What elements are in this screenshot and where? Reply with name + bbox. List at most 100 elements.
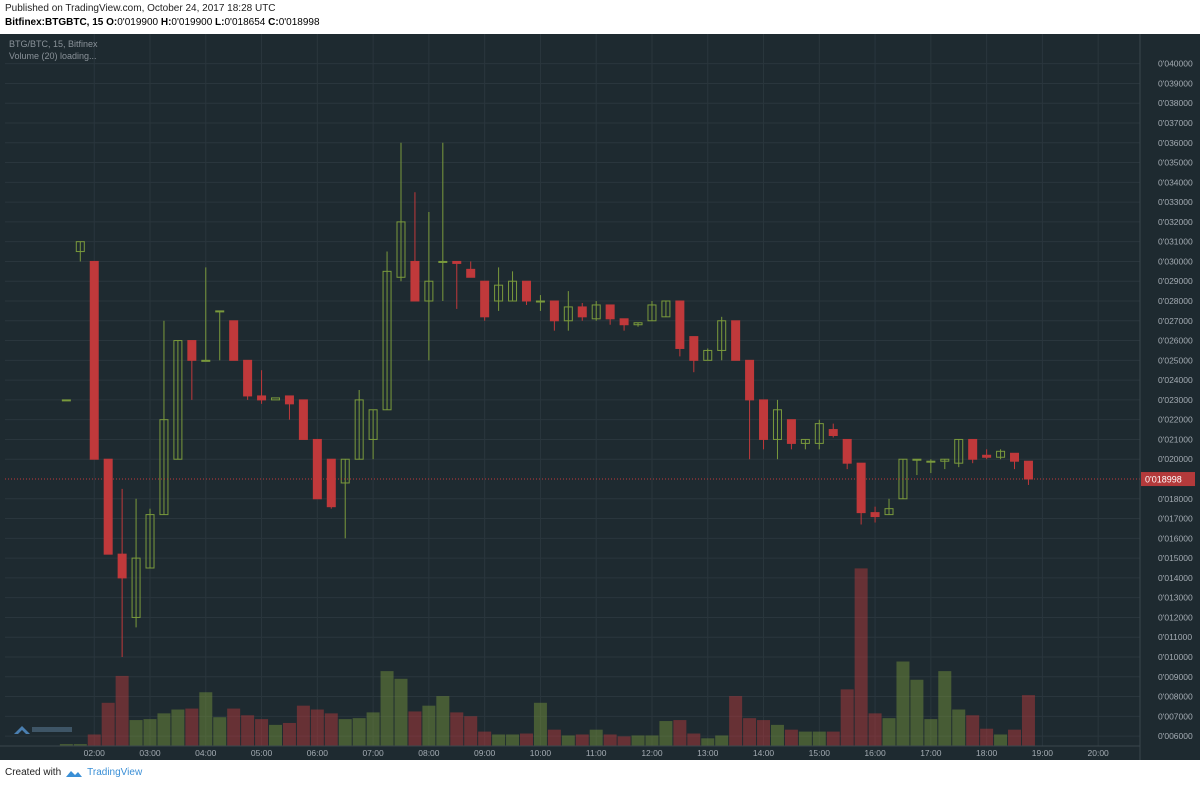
price-axis[interactable]: 0'040000 0'039000 0'038000 0'037000 0'036000…: [1139, 34, 1193, 760]
candle-body: [884, 508, 894, 516]
price-tick-label: 0'021000: [1158, 434, 1193, 444]
candle-body: [61, 399, 71, 402]
volume-bar: [1008, 729, 1022, 746]
candle-body: [201, 359, 211, 362]
time-tick-label: 04:00: [195, 748, 217, 758]
price-tick-label: 0'037000: [1158, 118, 1193, 128]
time-tick-label: 02:00: [84, 748, 106, 758]
candle-body: [814, 423, 824, 444]
candle-body: [661, 300, 671, 318]
last-price-line: 0'018998: [5, 472, 1195, 487]
volume-bar: [715, 735, 729, 746]
close-label: C:: [268, 17, 279, 28]
time-tick-label: 16:00: [864, 748, 886, 758]
candle-body: [284, 395, 294, 405]
chart-canvas[interactable]: 0'018998 0'040000 0'039000 0'038000 0'03700…: [0, 34, 1200, 760]
price-tick-label: 0'023000: [1158, 395, 1193, 405]
candle-body: [633, 322, 643, 326]
volume-bar: [324, 713, 338, 746]
tradingview-logo-icon: [66, 770, 83, 777]
volume-bar: [73, 744, 87, 746]
volume-bar: [966, 715, 980, 746]
volume-bar: [310, 709, 324, 746]
time-tick-label: 10:00: [530, 748, 552, 758]
volume-bar: [603, 734, 617, 746]
price-tick-label: 0'015000: [1158, 553, 1193, 563]
price-tick-label: 0'029000: [1158, 276, 1193, 286]
price-tick-label: 0'010000: [1158, 652, 1193, 662]
volume-bar: [380, 671, 394, 746]
volume-bar: [533, 702, 547, 746]
time-tick-label: 08:00: [418, 748, 440, 758]
volume-bar: [701, 738, 715, 746]
volume-bar: [282, 722, 296, 746]
price-tick-label: 0'012000: [1158, 612, 1193, 622]
time-axis[interactable]: 02:00 03:00 04:00 05:00 06:00 07:00 08:00 09:00…: [0, 745, 1140, 758]
price-tick-label: 0'018000: [1158, 494, 1193, 504]
price-tick-label: 0'040000: [1158, 59, 1193, 69]
candle-body: [452, 260, 462, 264]
price-tick-label: 0'014000: [1158, 573, 1193, 583]
candle-body: [508, 280, 518, 302]
volume-bar: [729, 696, 743, 746]
volume-bar: [547, 729, 561, 746]
volume-bar: [255, 719, 269, 746]
volume-bar: [492, 734, 506, 746]
volume-bar: [519, 733, 533, 746]
candle-body: [173, 340, 183, 460]
candle-body: [187, 340, 197, 361]
chart-legend-main: BTG/BTC, 15, Bitfinex: [9, 39, 98, 49]
candle-body: [591, 304, 601, 320]
candle-body: [438, 260, 448, 263]
candle-body: [466, 268, 476, 278]
time-tick-label: 15:00: [809, 748, 831, 758]
candle-body: [521, 280, 531, 302]
volume-bar: [185, 708, 199, 746]
volume-bar: [269, 724, 283, 746]
volume-bar: [296, 705, 310, 746]
volume-bar: [868, 713, 882, 746]
candle-body: [577, 306, 587, 318]
price-tick-label: 0'039000: [1158, 78, 1193, 88]
volume-bar: [631, 735, 645, 746]
price-tick-label: 0'028000: [1158, 296, 1193, 306]
candle-body: [215, 310, 225, 313]
volume-bar: [952, 709, 966, 746]
volume-bar: [854, 568, 868, 746]
candle-body: [772, 409, 782, 440]
last-price-badge: [1141, 472, 1195, 487]
volume-bar: [812, 731, 826, 746]
volume-bar: [436, 696, 450, 746]
volume-bar: [227, 708, 241, 746]
price-tick-label: 0'011000: [1158, 632, 1192, 642]
close-value: 0'018998: [278, 17, 320, 28]
volume-bar: [59, 744, 73, 746]
candle-body: [117, 553, 127, 579]
price-tick-label: 0'032000: [1158, 217, 1193, 227]
last-price-label: 0'018998: [1145, 475, 1182, 485]
created-with-label: Created with: [5, 767, 62, 778]
high-value: 0'019900: [171, 17, 213, 28]
candle-body: [424, 280, 434, 302]
price-tick-label: 0'031000: [1158, 237, 1193, 247]
time-tick-label: 06:00: [307, 748, 329, 758]
volume-bar: [882, 718, 896, 746]
candle-body: [494, 284, 504, 302]
volume-bars: [59, 568, 1035, 746]
price-tick-label: 0'026000: [1158, 336, 1193, 346]
candle-body: [480, 280, 490, 318]
candle-body: [898, 458, 908, 500]
volume-bar: [199, 692, 213, 746]
candle-body: [229, 320, 239, 361]
volume-bar: [352, 718, 366, 746]
tradingview-brand-link[interactable]: TradingView: [87, 767, 143, 778]
created-with[interactable]: Created with TradingView: [5, 767, 142, 778]
volume-bar: [798, 731, 812, 746]
candle-body: [103, 458, 113, 555]
volume-bar: [506, 734, 520, 746]
candle-body: [271, 397, 281, 401]
volume-bar: [338, 719, 352, 746]
candle-body: [982, 454, 992, 458]
open-label: O:: [106, 17, 118, 28]
candle-body: [396, 221, 406, 278]
